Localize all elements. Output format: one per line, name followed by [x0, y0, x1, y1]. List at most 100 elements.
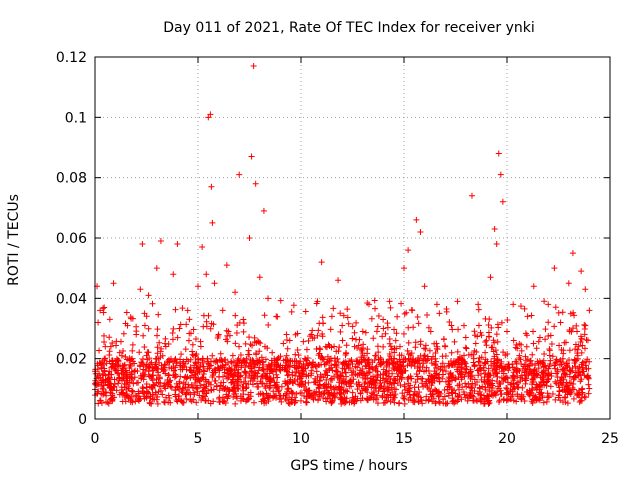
data-point — [141, 310, 148, 317]
data-point — [476, 355, 483, 362]
data-point — [243, 396, 250, 403]
data-point — [218, 379, 225, 386]
data-point — [558, 373, 565, 380]
data-point — [246, 373, 253, 380]
data-point — [126, 379, 133, 386]
data-point — [449, 326, 456, 333]
data-point — [564, 384, 571, 391]
data-point — [308, 331, 315, 338]
chart-title: Day 011 of 2021, Rate Of TEC Index for r… — [163, 20, 535, 36]
data-point — [452, 390, 459, 397]
data-point — [504, 379, 511, 386]
data-point — [249, 342, 256, 349]
data-point — [208, 387, 215, 394]
data-point — [570, 380, 577, 387]
data-point — [139, 241, 146, 248]
data-point — [324, 372, 331, 379]
data-point — [401, 381, 408, 388]
data-point — [375, 312, 382, 319]
data-point — [424, 357, 431, 364]
data-point — [380, 358, 387, 365]
data-point — [216, 387, 223, 394]
data-point — [317, 355, 324, 362]
data-point — [119, 365, 126, 372]
data-point — [287, 376, 294, 383]
data-point — [179, 364, 186, 371]
data-point — [110, 280, 117, 287]
data-point — [570, 376, 577, 383]
data-point — [540, 399, 547, 406]
data-point — [579, 385, 586, 392]
data-point — [211, 367, 218, 374]
data-point — [197, 343, 204, 350]
data-point — [509, 386, 516, 393]
data-point — [335, 277, 342, 284]
data-point — [529, 400, 536, 407]
data-point — [546, 352, 553, 359]
data-point — [262, 385, 269, 392]
data-point — [241, 369, 248, 376]
data-point — [574, 328, 581, 335]
data-point — [406, 388, 413, 395]
data-point — [489, 344, 496, 351]
data-point — [405, 339, 412, 346]
data-point — [387, 398, 394, 405]
data-point — [474, 367, 481, 374]
data-point — [452, 376, 459, 383]
data-point — [465, 381, 472, 388]
data-point — [582, 362, 589, 369]
data-point — [454, 398, 461, 405]
data-point — [174, 241, 181, 248]
data-point — [410, 324, 417, 331]
data-point — [455, 326, 462, 333]
data-point — [305, 387, 312, 394]
data-point — [119, 389, 126, 396]
data-point — [141, 371, 148, 378]
data-point — [265, 322, 272, 329]
data-point — [320, 356, 327, 363]
data-point — [433, 301, 440, 308]
data-point — [106, 368, 113, 375]
data-point — [258, 373, 265, 380]
data-point — [273, 313, 280, 320]
data-point — [233, 380, 240, 387]
data-point — [260, 367, 267, 374]
data-point — [497, 171, 504, 178]
data-point — [389, 370, 396, 377]
data-point — [474, 378, 481, 385]
data-point — [486, 372, 493, 379]
data-point — [460, 389, 467, 396]
data-point — [283, 391, 290, 398]
data-point — [349, 335, 356, 342]
data-point — [451, 338, 458, 345]
data-point — [173, 397, 180, 404]
data-point — [437, 366, 444, 373]
data-point — [337, 372, 344, 379]
data-point — [319, 330, 326, 337]
data-point — [195, 283, 201, 290]
data-point — [261, 312, 268, 319]
data-point — [274, 356, 281, 363]
data-point — [526, 392, 533, 399]
data-point — [454, 298, 461, 305]
data-point — [103, 389, 110, 396]
data-point — [143, 384, 150, 391]
data-point — [224, 370, 231, 377]
data-point — [458, 396, 465, 403]
data-point — [513, 398, 520, 405]
data-point — [143, 364, 150, 371]
data-point — [139, 372, 146, 379]
data-point — [234, 322, 241, 329]
data-point — [240, 391, 247, 398]
data-point — [98, 390, 105, 397]
data-point — [257, 378, 264, 385]
data-point — [221, 357, 228, 364]
data-point — [324, 387, 331, 394]
data-point — [582, 394, 589, 401]
data-point — [235, 366, 242, 373]
data-point — [291, 394, 298, 401]
data-point — [472, 382, 479, 389]
data-point — [415, 393, 422, 400]
data-point — [101, 367, 108, 374]
y-tick-label: 0 — [78, 412, 87, 428]
